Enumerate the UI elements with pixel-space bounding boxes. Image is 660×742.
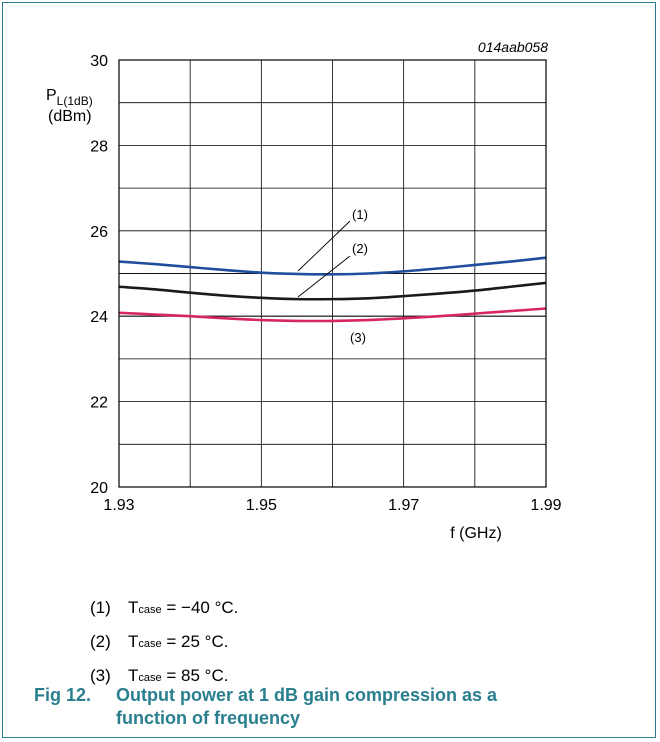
series-line-2 <box>118 281 547 301</box>
note-number: (1) <box>90 598 111 617</box>
note-text: = −40 °C. <box>161 598 239 617</box>
leader-line <box>297 255 351 298</box>
note-symbol: T <box>128 666 139 685</box>
series-label-3: (3) <box>350 330 366 345</box>
caption-line-2: function of frequency <box>116 708 300 728</box>
note-subscript: case <box>138 672 162 684</box>
y-tick-label: 28 <box>90 138 108 155</box>
note-subscript: case <box>138 638 162 650</box>
note-number: (3) <box>90 666 111 685</box>
series-lines <box>118 256 547 323</box>
y-tick-label: 20 <box>90 480 108 497</box>
y-tick-labels: 20 22 24 26 28 30 <box>90 53 108 497</box>
note-number: (2) <box>90 632 111 651</box>
figure-caption: Fig 12. Output power at 1 dB gain compres… <box>34 684 634 730</box>
y-axis-label-sub: L(1dB) <box>57 94 93 108</box>
y-tick-label: 30 <box>90 53 108 70</box>
x-axis-label: f (GHz) <box>450 525 502 542</box>
x-tick-label: 1.99 <box>530 497 561 514</box>
figure-id-label: 014aab058 <box>478 39 548 55</box>
y-tick-label: 22 <box>90 395 108 412</box>
x-tick-labels: 1.93 1.95 1.97 1.99 <box>103 497 561 514</box>
note-symbol: T <box>128 632 139 651</box>
note-text: = 25 °C. <box>161 632 229 651</box>
plot-area <box>118 59 547 488</box>
leader-lines <box>297 220 351 298</box>
y-tick-label: 24 <box>90 309 108 326</box>
series-label-1: (1) <box>352 207 368 222</box>
series-line-1 <box>118 256 547 276</box>
series-label-2: (2) <box>352 241 368 256</box>
y-axis-label-main: P <box>46 87 57 104</box>
y-axis-label: PL(1dB) <box>46 87 93 108</box>
leader-line <box>297 220 351 272</box>
caption-line-1: Output power at 1 dB gain compression as… <box>116 685 498 705</box>
series-line-3 <box>118 307 547 323</box>
x-tick-label: 1.97 <box>388 497 419 514</box>
x-tick-label: 1.95 <box>246 497 277 514</box>
y-axis-unit: (dBm) <box>48 108 92 125</box>
note-symbol: T <box>128 598 139 617</box>
note-text: = 85 °C. <box>161 666 229 685</box>
note-subscript: case <box>138 604 162 616</box>
x-tick-label: 1.93 <box>103 497 134 514</box>
y-tick-label: 26 <box>90 224 108 241</box>
figure-number: Fig 12. <box>34 685 92 705</box>
